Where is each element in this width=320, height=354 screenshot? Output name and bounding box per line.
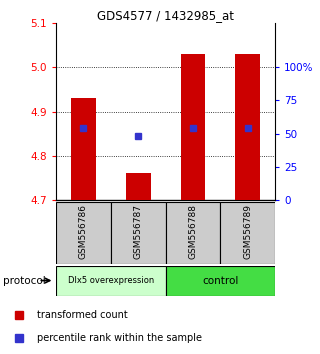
Bar bbox=[56, 202, 111, 264]
Text: Dlx5 overexpression: Dlx5 overexpression bbox=[68, 276, 154, 285]
Bar bbox=[126, 173, 150, 200]
Title: GDS4577 / 1432985_at: GDS4577 / 1432985_at bbox=[97, 9, 234, 22]
Text: transformed count: transformed count bbox=[37, 310, 128, 320]
Text: GSM556788: GSM556788 bbox=[188, 204, 197, 259]
Bar bbox=[220, 202, 275, 264]
Bar bbox=[166, 202, 220, 264]
Text: GSM556786: GSM556786 bbox=[79, 204, 88, 259]
Bar bbox=[71, 98, 96, 200]
Text: control: control bbox=[202, 275, 239, 286]
Bar bbox=[56, 266, 166, 296]
Text: GSM556789: GSM556789 bbox=[243, 204, 252, 259]
Bar bbox=[236, 54, 260, 200]
Text: protocol: protocol bbox=[3, 275, 46, 286]
Bar bbox=[111, 202, 166, 264]
Text: percentile rank within the sample: percentile rank within the sample bbox=[37, 333, 202, 343]
Bar bbox=[181, 54, 205, 200]
Bar bbox=[166, 266, 275, 296]
Text: GSM556787: GSM556787 bbox=[134, 204, 143, 259]
